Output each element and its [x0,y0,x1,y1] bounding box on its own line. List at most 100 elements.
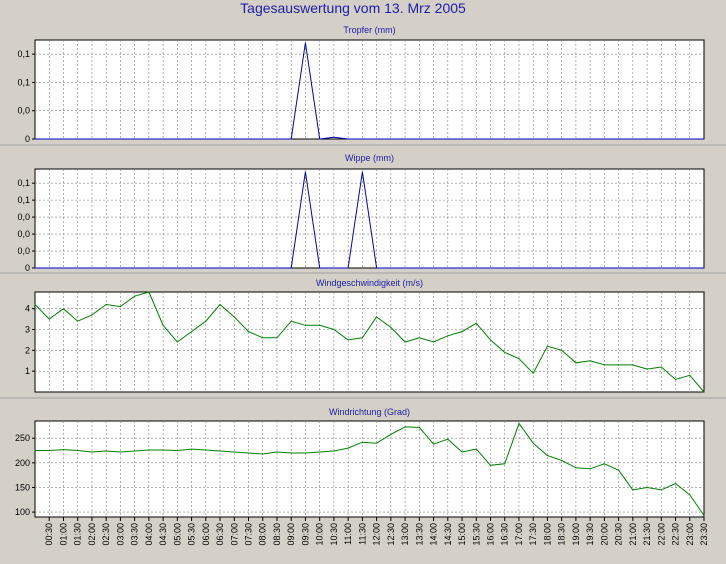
y-tick-label: 1 [25,366,30,376]
data-point [418,426,420,428]
data-point [119,306,121,308]
x-tick-label: 13:30 [414,523,424,546]
y-tick-label: 0,1 [17,77,30,87]
x-tick-label: 15:00 [457,523,467,546]
data-point [62,449,64,451]
data-point [176,450,178,452]
x-tick-label: 04:30 [158,523,168,546]
y-tick-label: 2 [25,345,30,355]
data-point [361,441,363,443]
data-point [675,379,677,380]
data-point [390,326,392,328]
panel-4: Windrichtung (Grad) 100 150 200 250 [15,407,705,518]
y-tick-label: 3 [25,325,30,335]
data-point [390,433,392,435]
x-axis: 00:30 01:00 01:30 02:00 02:30 03:00 03:30 04:00… [44,517,709,546]
data-point [319,267,321,269]
panel-3: Windgeschwindigkeit (m/s) 1 2 3 4 [0,278,726,399]
y-tick-label: 0,0 [17,229,30,239]
data-point [148,449,150,451]
data-point [575,467,577,469]
data-point [418,337,420,339]
data-point [205,449,207,451]
data-point [262,337,264,339]
x-tick-label: 10:30 [329,523,339,546]
x-tick-label: 18:00 [542,523,552,546]
data-point [603,463,605,465]
data-point [91,451,93,453]
data-point [347,339,349,341]
x-tick-label: 02:00 [87,523,97,546]
data-point [646,486,648,488]
data-point [461,451,463,453]
data-point [233,316,235,318]
data-point [34,450,36,452]
x-tick-label: 07:00 [229,523,239,546]
x-tick-label: 11:00 [343,523,353,545]
x-tick-label: 01:30 [73,523,83,546]
data-point [290,320,292,322]
y-tick-label: 0 [25,134,30,144]
data-point [333,450,335,452]
y-tick-label: 250 [15,433,30,443]
data-point [433,341,435,343]
data-point [589,468,591,470]
data-point [461,331,463,333]
x-tick-label: 11:30 [357,523,367,545]
data-point [176,341,178,343]
data-point [703,391,705,393]
data-point [361,171,363,173]
data-point [248,331,250,333]
y-tick-label: 0,0 [17,106,30,116]
data-point [632,489,634,491]
data-point [589,360,591,362]
x-tick-label: 07:30 [244,523,254,546]
data-point [475,322,477,324]
series-line [35,42,704,140]
data-point [376,316,378,318]
data-point [319,138,321,140]
x-tick-label: 16:30 [500,523,510,546]
x-tick-label: 08:00 [258,523,268,546]
x-tick-label: 19:00 [571,523,581,546]
data-point [134,295,136,297]
series-line [34,291,705,393]
panel-title: Tropfer (mm) [343,25,395,35]
data-point [119,451,121,453]
x-tick-label: 02:30 [101,523,111,546]
data-point [532,372,534,374]
data-point [276,267,278,269]
chart-title: Tagesauswertung vom 13. Mrz 2005 [240,0,466,16]
x-tick-label: 03:30 [130,523,140,546]
data-point [333,329,335,330]
x-tick-label: 14:30 [443,523,453,546]
data-point [105,450,107,452]
data-point [191,331,193,333]
x-tick-label: 01:00 [58,523,68,546]
data-point [62,308,64,310]
panel-title: Wippe (mm) [345,153,394,163]
y-tick-label: 0,1 [17,195,30,205]
data-point [447,335,449,337]
x-tick-label: 15:30 [471,523,481,546]
x-tick-label: 22:00 [656,523,666,546]
series-line [35,422,705,516]
data-point [48,318,50,320]
data-point [304,171,306,173]
panel-2: Wippe (mm) 0 0,0 0,0 0,0 0,1 0,1 [0,153,726,274]
data-point [646,368,648,370]
data-point [675,483,677,485]
data-point [603,364,605,366]
data-point [361,337,363,339]
x-tick-label: 05:30 [187,523,197,546]
data-point [248,452,250,454]
x-tick-label: 23:00 [685,523,695,546]
x-tick-label: 12:30 [386,523,396,546]
x-tick-label: 09:30 [300,523,310,546]
data-point [205,320,207,322]
x-tick-label: 19:30 [585,523,595,546]
data-point [333,267,335,269]
x-tick-label: 10:00 [315,523,325,546]
data-point [304,452,306,454]
